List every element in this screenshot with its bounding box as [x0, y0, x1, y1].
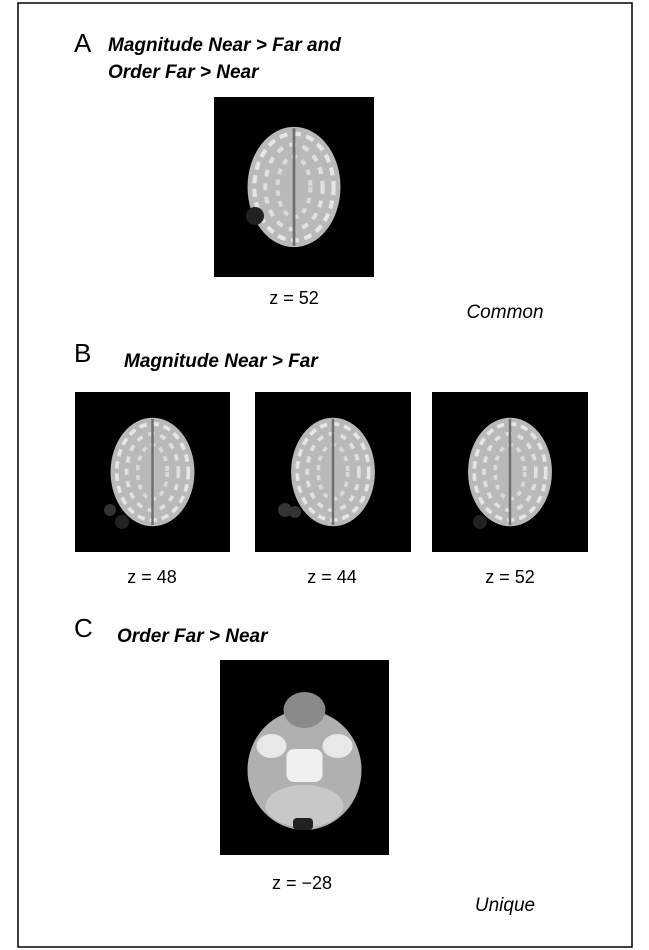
figure: A Magnitude Near > Far and Order Far > N… — [0, 0, 649, 950]
brain-image — [220, 660, 389, 855]
slice-caption: z = −28 — [272, 873, 332, 893]
page: {"panels": [ {"letter": "A", "title": ["… — [0, 0, 649, 950]
panel-letter: B — [74, 338, 91, 368]
panel-note: Unique — [475, 895, 535, 916]
slice-caption: z = 52 — [485, 567, 535, 587]
brain-image — [432, 392, 588, 552]
panel-letter: A — [74, 28, 92, 58]
brain-image — [255, 392, 411, 552]
slice-caption: z = 48 — [127, 567, 177, 587]
panel-title: Order Far > Near — [117, 626, 269, 647]
panel-letter: C — [74, 613, 93, 643]
panel-note: Common — [466, 302, 543, 323]
panel-title: Magnitude Near > Far — [124, 351, 319, 372]
panel-title: Magnitude Near > Far and — [108, 35, 341, 56]
slice-caption: z = 44 — [307, 567, 357, 587]
brain-image — [75, 392, 230, 552]
slice-caption: z = 52 — [269, 288, 319, 308]
brain-image — [214, 97, 374, 277]
panel-title: Order Far > Near — [108, 62, 260, 83]
